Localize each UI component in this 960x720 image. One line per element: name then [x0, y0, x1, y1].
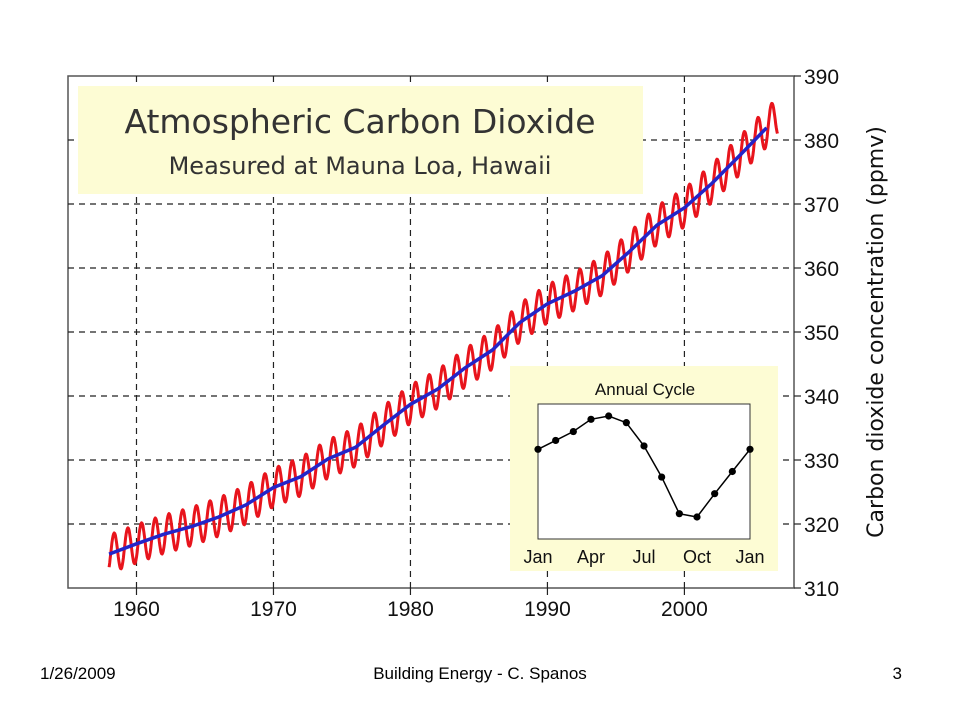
- inset-x-ticks: Jan Apr Jul Oct Jan: [523, 547, 764, 567]
- x-tick-label: 1970: [250, 598, 297, 621]
- inset-tick-label: Jul: [632, 547, 655, 567]
- annual-cycle-point: [622, 419, 630, 427]
- y-tick-label: 380: [804, 130, 839, 153]
- x-tick-label: 1960: [113, 598, 160, 621]
- annual-cycle-point: [552, 436, 560, 445]
- chart-title: Atmospheric Carbon Dioxide: [124, 102, 595, 141]
- annual-cycle-point: [728, 467, 736, 476]
- y-axis-label: Carbon dioxide concentration (ppmv): [864, 126, 889, 538]
- x-axis-ticks: 1960 1970 1980 1990 2000: [113, 588, 708, 621]
- y-tick-label: 350: [804, 322, 839, 345]
- annual-cycle-point: [534, 445, 542, 453]
- y-tick-label: 360: [804, 258, 839, 281]
- inset-tick-label: Oct: [683, 547, 711, 567]
- y-tick-label: 340: [804, 386, 839, 409]
- footer-date: 1/26/2009: [40, 664, 116, 683]
- chart-subtitle: Measured at Mauna Loa, Hawaii: [169, 152, 552, 180]
- inset-tick-label: Jan: [735, 547, 764, 567]
- y-tick-label: 320: [804, 514, 839, 537]
- y-axis-ticks: 310 320 330 340 350 360 370 380 390: [794, 66, 839, 601]
- inset-frame: [537, 403, 751, 540]
- annual-cycle-point: [569, 427, 577, 436]
- annual-cycle-point: [675, 510, 683, 518]
- footer-title: Building Energy - C. Spanos: [373, 664, 587, 683]
- inset-tick-label: Jan: [523, 547, 552, 567]
- x-tick-label: 1990: [524, 598, 571, 621]
- x-tick-label: 2000: [661, 598, 708, 621]
- footer-page-number: 3: [892, 664, 902, 683]
- annual-cycle-point: [711, 490, 719, 498]
- annual-cycle-point: [693, 513, 701, 521]
- annual-cycle-point: [640, 442, 648, 450]
- annual-mean-co2-line: [108, 126, 768, 556]
- annual-cycle-inset: Annual Cycle Jan Apr Jul Oct Jan: [510, 366, 778, 571]
- annual-cycle-points: [534, 412, 754, 521]
- y-tick-label: 310: [804, 578, 839, 601]
- annual-cycle-point: [658, 473, 666, 481]
- inset-title: Annual Cycle: [595, 380, 695, 399]
- y-tick-label: 370: [804, 194, 839, 217]
- x-tick-label: 1980: [387, 598, 434, 621]
- annual-cycle-point: [587, 415, 595, 423]
- title-box: [78, 86, 643, 194]
- inset-tick-label: Apr: [577, 547, 605, 567]
- annual-cycle-point: [746, 445, 754, 453]
- annual-cycle-point: [605, 412, 613, 420]
- y-tick-label: 390: [804, 66, 839, 89]
- y-tick-label: 330: [804, 450, 839, 473]
